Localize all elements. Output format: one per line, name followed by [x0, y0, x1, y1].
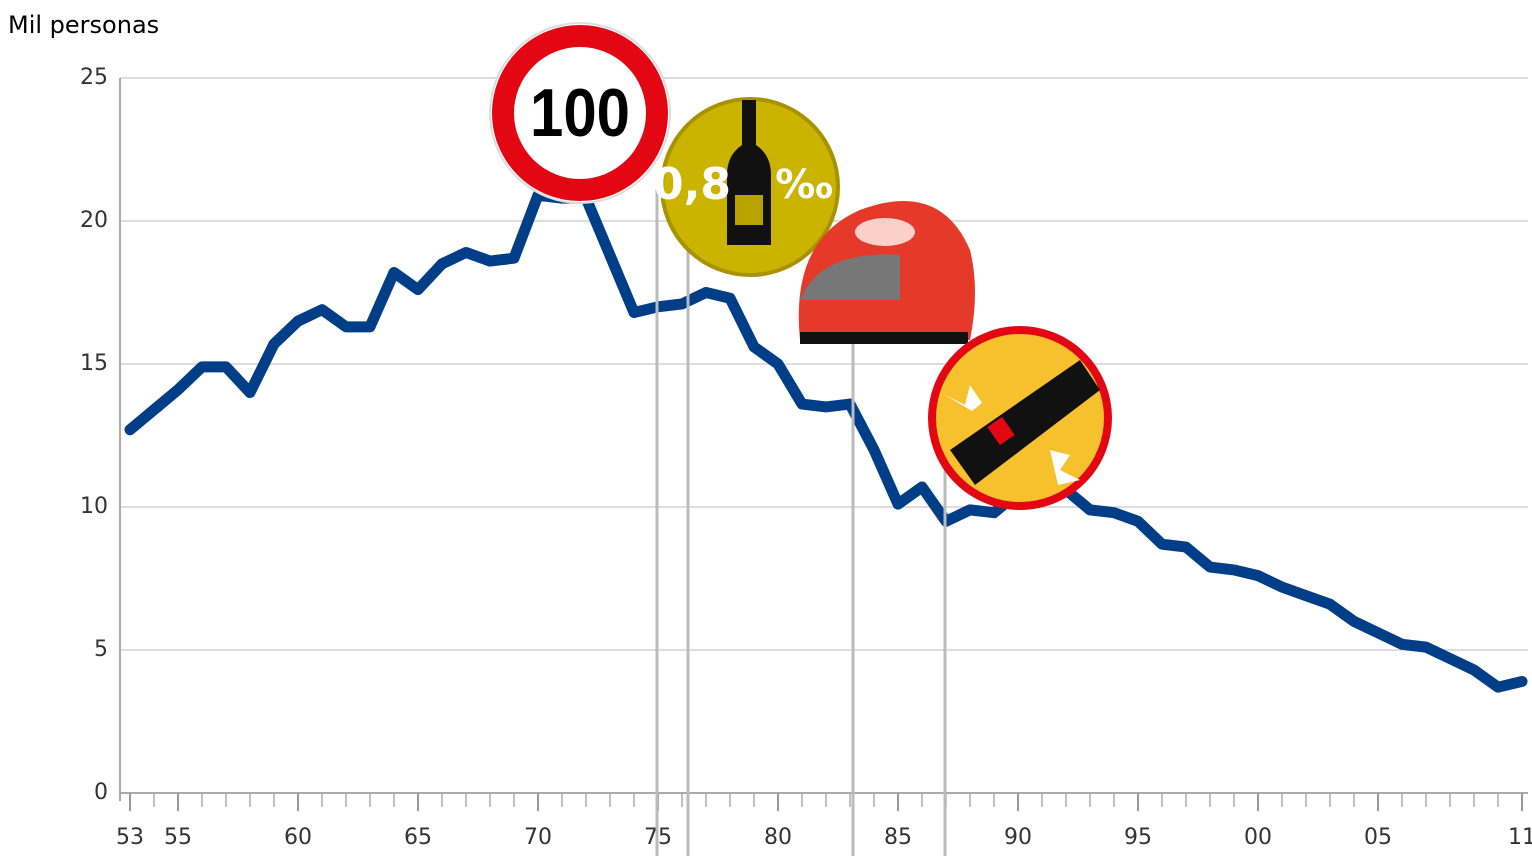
x-tick-label: 65 [404, 825, 432, 850]
x-tick-label: 60 [284, 825, 312, 850]
y-tick-label: 0 [94, 780, 108, 805]
y-tick-label: 25 [80, 65, 108, 90]
y-tick-label: 5 [94, 637, 108, 662]
y-tick-label: 15 [80, 351, 108, 376]
y-tick-label: 20 [80, 208, 108, 233]
seatbelt-sign [932, 330, 1108, 506]
x-tick-label: 11 [1508, 825, 1532, 850]
speed-limit-text: 100 [530, 75, 630, 151]
x-tick-label: 80 [764, 825, 792, 850]
speed-limit-sign: 100 [490, 23, 670, 203]
x-tick-label: 53 [116, 825, 144, 850]
x-tick-label: 85 [884, 825, 912, 850]
alcohol-unit: ‰ [775, 162, 833, 208]
icons: 100 0,8 ‰ [490, 23, 1108, 856]
x-tick-label: 95 [1124, 825, 1152, 850]
y-tick-label: 10 [80, 494, 108, 519]
page: {"chart_data": {"type": "line", "y_label… [0, 0, 1532, 856]
x-tick-label: 55 [164, 825, 192, 850]
alcohol-sign: 0,8 ‰ [653, 99, 838, 275]
alcohol-limit: 0,8 [653, 159, 731, 210]
x-tick-label: 05 [1364, 825, 1392, 850]
x-tick-label: 90 [1004, 825, 1032, 850]
x-tick-label: 70 [524, 825, 552, 850]
y-axis-label: Mil personas [8, 11, 159, 39]
chart: Mil personas 051015202553556065707580859… [0, 0, 1532, 856]
x-tick-label: 00 [1244, 825, 1272, 850]
